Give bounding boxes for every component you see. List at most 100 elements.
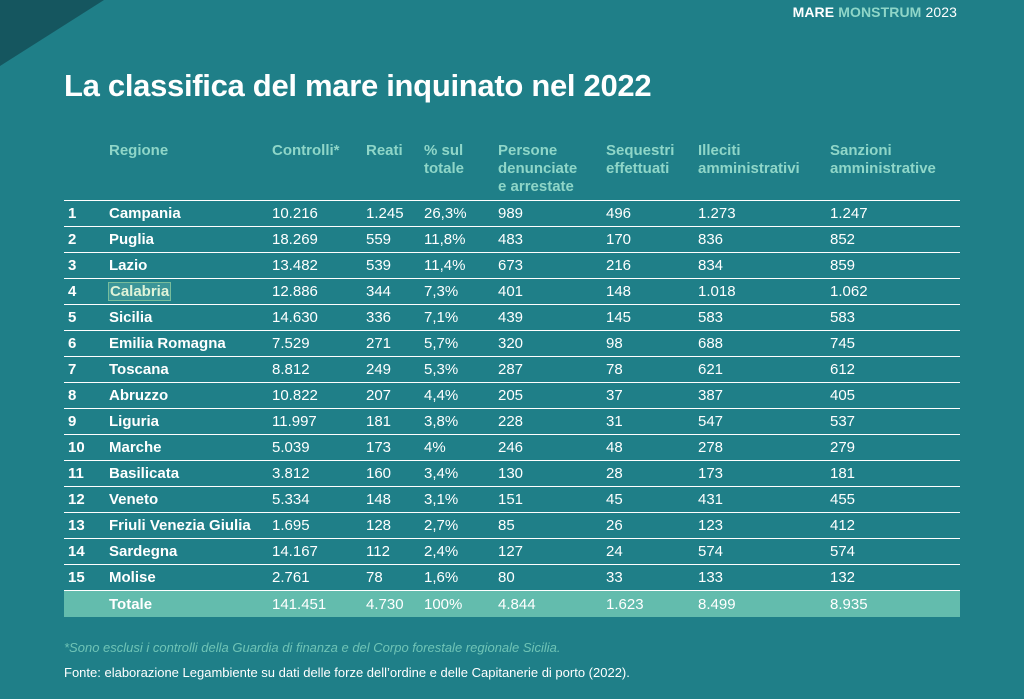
cell-controlli: 2.761 xyxy=(272,564,366,591)
cell-illeciti: 431 xyxy=(698,486,830,513)
cell-persone: 228 xyxy=(498,408,606,435)
cell-controlli: 14.630 xyxy=(272,304,366,331)
cell-sanzioni: 412 xyxy=(830,512,960,539)
cell-reati: 271 xyxy=(366,330,424,357)
cell-persone: 320 xyxy=(498,330,606,357)
cell-rank: 5 xyxy=(64,304,109,331)
cell-reati: 160 xyxy=(366,460,424,487)
table-row: 8 Abruzzo 10.822 207 4,4% 205 37 387 405 xyxy=(64,382,960,409)
cell-rank: 12 xyxy=(64,486,109,513)
cell-reati: 78 xyxy=(366,564,424,591)
cell-illeciti: 574 xyxy=(698,538,830,565)
cell-sequestri: 37 xyxy=(606,382,698,409)
table-row: 14 Sardegna 14.167 112 2,4% 127 24 574 5… xyxy=(64,538,960,565)
cell-illeciti: 123 xyxy=(698,512,830,539)
region-name: Basilicata xyxy=(109,465,180,482)
cell-illeciti: 173 xyxy=(698,460,830,487)
cell-pct: 2,4% xyxy=(424,538,498,565)
cell-illeciti: 1.018 xyxy=(698,278,830,305)
brand-year: 2023 xyxy=(925,4,957,20)
cell-controlli: 8.812 xyxy=(272,356,366,383)
header-sequestri-line1: Sequestri xyxy=(606,142,675,159)
cell-rank: 10 xyxy=(64,434,109,461)
cell-sanzioni: 1.247 xyxy=(830,200,960,227)
cell-controlli: 14.167 xyxy=(272,538,366,565)
header-illeciti-line1: Illeciti xyxy=(698,142,741,159)
header-persone-line2: denunciate xyxy=(498,160,578,177)
header-pct: % sul totale xyxy=(424,140,498,201)
cell-reati: 336 xyxy=(366,304,424,331)
cell-controlli: 5.039 xyxy=(272,434,366,461)
header-pct-line1: % sul xyxy=(424,142,464,159)
cell-region: Sicilia xyxy=(109,304,272,331)
table-row: 15 Molise 2.761 78 1,6% 80 33 133 132 xyxy=(64,564,960,591)
cell-region: Basilicata xyxy=(109,460,272,487)
cell-sanzioni: 1.062 xyxy=(830,278,960,305)
cell-persone: 989 xyxy=(498,200,606,227)
cell-persone: 80 xyxy=(498,564,606,591)
cell-region: Liguria xyxy=(109,408,272,435)
cell-reati: 249 xyxy=(366,356,424,383)
cell-illeciti: 834 xyxy=(698,252,830,279)
ranking-table: Regione Controlli* Reati % sul totale Pe… xyxy=(64,140,960,617)
cell-controlli: 7.529 xyxy=(272,330,366,357)
cell-region: Sardegna xyxy=(109,538,272,565)
header-sanzioni: Sanzioni amministrative xyxy=(830,140,960,201)
cell-region: Campania xyxy=(109,200,272,227)
brand-logo: MARE MONSTRUM 2023 xyxy=(793,3,957,21)
cell-controlli: 1.695 xyxy=(272,512,366,539)
cell-controlli: 10.822 xyxy=(272,382,366,409)
region-name: Toscana xyxy=(109,361,169,378)
header-sanzioni-line1: Sanzioni xyxy=(830,142,892,159)
cell-rank: 2 xyxy=(64,226,109,253)
cell-pct: 3,4% xyxy=(424,460,498,487)
cell-persone: 287 xyxy=(498,356,606,383)
region-name: Calabria xyxy=(109,283,171,300)
cell-region: Calabria xyxy=(109,278,272,305)
cell-illeciti: 583 xyxy=(698,304,830,331)
cell-reati: 559 xyxy=(366,226,424,253)
cell-reati: 539 xyxy=(366,252,424,279)
table-row: 11 Basilicata 3.812 160 3,4% 130 28 173 … xyxy=(64,460,960,487)
cell-controlli: 18.269 xyxy=(272,226,366,253)
header-sequestri-line2: effettuati xyxy=(606,160,670,177)
cell-sequestri: 31 xyxy=(606,408,698,435)
cell-sanzioni: 279 xyxy=(830,434,960,461)
cell-sequestri: 33 xyxy=(606,564,698,591)
header-persone: Persone denunciate e arrestate xyxy=(498,140,606,201)
total-sanzioni: 8.935 xyxy=(830,590,960,617)
footnote: *Sono esclusi i controlli della Guardia … xyxy=(64,640,561,655)
table-row: 12 Veneto 5.334 148 3,1% 151 45 431 455 xyxy=(64,486,960,513)
region-name: Puglia xyxy=(109,231,155,248)
corner-decoration xyxy=(0,0,104,66)
total-row: Totale 141.451 4.730 100% 4.844 1.623 8.… xyxy=(64,590,960,617)
cell-sequestri: 26 xyxy=(606,512,698,539)
cell-rank: 3 xyxy=(64,252,109,279)
source-credit: Fonte: elaborazione Legambiente su dati … xyxy=(64,665,630,680)
cell-illeciti: 278 xyxy=(698,434,830,461)
brand-mare: MARE xyxy=(792,4,835,20)
cell-reati: 173 xyxy=(366,434,424,461)
cell-persone: 673 xyxy=(498,252,606,279)
table-header-row: Regione Controlli* Reati % sul totale Pe… xyxy=(64,140,960,201)
table-row: 1 Campania 10.216 1.245 26,3% 989 496 1.… xyxy=(64,200,960,227)
cell-illeciti: 688 xyxy=(698,330,830,357)
cell-sanzioni: 612 xyxy=(830,356,960,383)
cell-pct: 1,6% xyxy=(424,564,498,591)
region-name: Molise xyxy=(109,569,156,586)
cell-pct: 26,3% xyxy=(424,200,498,227)
cell-controlli: 10.216 xyxy=(272,200,366,227)
cell-rank: 15 xyxy=(64,564,109,591)
table-row: 2 Puglia 18.269 559 11,8% 483 170 836 85… xyxy=(64,226,960,253)
header-sequestri: Sequestri effettuati xyxy=(606,140,698,201)
cell-persone: 205 xyxy=(498,382,606,409)
cell-pct: 11,4% xyxy=(424,252,498,279)
total-reati: 4.730 xyxy=(366,590,424,617)
cell-persone: 127 xyxy=(498,538,606,565)
table-row: 10 Marche 5.039 173 4% 246 48 278 279 xyxy=(64,434,960,461)
cell-sequestri: 148 xyxy=(606,278,698,305)
cell-pct: 5,3% xyxy=(424,356,498,383)
header-rank xyxy=(64,140,109,201)
table-row: 13 Friuli Venezia Giulia 1.695 128 2,7% … xyxy=(64,512,960,539)
cell-pct: 7,3% xyxy=(424,278,498,305)
